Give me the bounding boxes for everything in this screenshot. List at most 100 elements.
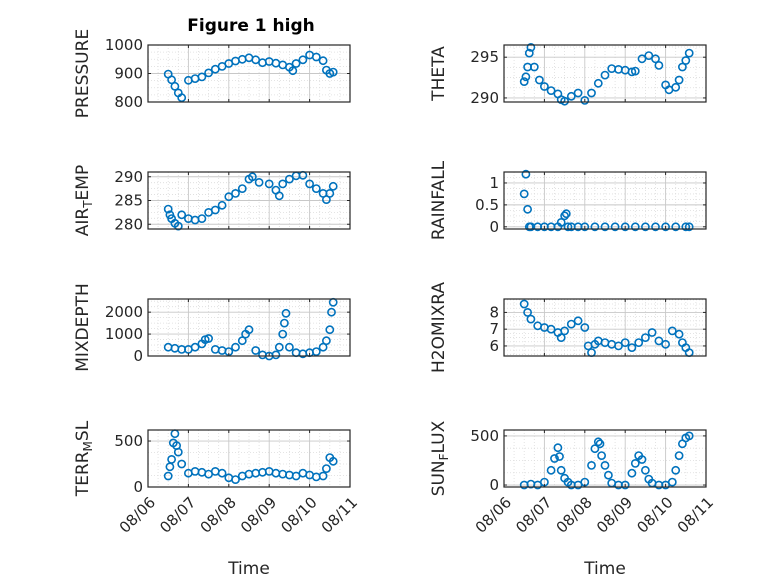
data-point <box>325 325 335 335</box>
y-label-main: PRESSURE <box>73 29 93 118</box>
data-point <box>281 308 291 318</box>
y-axis-label: TERRMSL <box>73 420 95 497</box>
data-point <box>641 333 650 342</box>
data-point <box>661 222 670 232</box>
axes-box <box>503 298 707 357</box>
data-point <box>604 470 613 480</box>
subplot-theta: 290 295 THETA <box>429 43 707 107</box>
data-point <box>560 96 569 106</box>
data-point <box>321 464 331 473</box>
data-point <box>167 454 176 464</box>
data-point <box>587 88 596 98</box>
data-point <box>288 66 298 76</box>
data-point <box>661 339 670 349</box>
data-point <box>550 454 559 463</box>
data-point <box>573 88 583 98</box>
data-point <box>674 329 684 339</box>
data-point <box>521 169 531 179</box>
data-point <box>674 451 684 460</box>
data-point <box>540 82 549 91</box>
x-tick-label: 08/09 <box>593 493 636 536</box>
x-axis-label: Time <box>583 559 626 579</box>
data-point <box>580 96 590 105</box>
data-point <box>526 314 536 324</box>
data-point <box>328 67 338 77</box>
axes-box <box>503 171 707 230</box>
y-label-main: MIXDEPTH <box>73 283 93 372</box>
data-point <box>651 54 660 64</box>
data-point <box>298 55 308 65</box>
data-point <box>231 342 240 352</box>
data-point <box>647 328 657 337</box>
y-label-tail: SL <box>73 420 93 441</box>
data-point <box>526 43 536 52</box>
data-point <box>197 214 207 223</box>
data-point <box>519 77 529 86</box>
axes-box <box>503 44 707 103</box>
data-point <box>318 56 328 66</box>
y-tick-label: 1000 <box>105 325 143 343</box>
data-point <box>573 316 583 326</box>
data-point <box>311 52 321 62</box>
data-point <box>630 222 640 232</box>
subplot-h2omixra: 678 H2OMIXRA <box>429 282 707 373</box>
axes-box <box>503 429 707 488</box>
data-point <box>560 326 569 336</box>
data-point <box>279 318 289 328</box>
data-point <box>560 211 569 221</box>
data-point <box>654 61 664 70</box>
data-point <box>600 460 610 470</box>
data-point <box>651 222 660 232</box>
data-point <box>654 336 664 346</box>
data-point <box>681 56 691 65</box>
y-tick-label: 0 <box>489 476 499 494</box>
x-tick-label: 08/11 <box>318 493 361 536</box>
y-tick-label: 2000 <box>105 303 143 321</box>
data-point <box>671 222 681 232</box>
data-point <box>519 189 529 199</box>
y-tick-label: 285 <box>114 192 143 210</box>
data-point <box>641 465 650 475</box>
data-point <box>553 443 563 453</box>
data-point <box>590 444 600 454</box>
data-point <box>620 222 630 232</box>
data-point <box>163 471 173 481</box>
data-point <box>217 468 227 478</box>
data-point <box>264 179 274 189</box>
data-point <box>637 54 647 64</box>
data-point <box>327 307 336 317</box>
x-tick-label: 08/08 <box>553 493 596 536</box>
y-tick-label: 8 <box>489 303 499 321</box>
data-point <box>523 204 532 214</box>
y-tick-label: 0 <box>133 347 143 365</box>
x-tick-label: 08/07 <box>512 493 555 536</box>
data-point <box>163 204 173 214</box>
x-tick-label: 08/06 <box>472 493 515 536</box>
data-point <box>587 460 596 470</box>
y-tick-label: 1000 <box>105 36 143 54</box>
data-point <box>593 437 603 447</box>
data-point <box>630 458 640 468</box>
data-point <box>674 75 684 85</box>
data-point <box>210 205 220 215</box>
data-point <box>535 75 544 85</box>
data-point <box>274 191 284 201</box>
data-point <box>684 48 694 58</box>
data-point <box>556 217 566 227</box>
y-label-main: H2OMIXRA <box>429 282 449 373</box>
data-point <box>620 338 630 347</box>
data-point <box>318 471 328 481</box>
data-point <box>556 333 566 342</box>
data-point <box>597 451 606 460</box>
subplot-pressure: 800 900 1000 PRESSURE <box>73 29 351 118</box>
data-point <box>177 459 187 469</box>
data-point <box>600 70 610 80</box>
data-point <box>546 465 556 475</box>
data-point <box>521 72 531 82</box>
data-point <box>563 222 573 232</box>
y-axis-label: H2OMIXRA <box>429 282 449 373</box>
data-point <box>278 179 288 189</box>
data-point <box>667 477 677 487</box>
y-axis-label: PRESSURE <box>73 29 93 118</box>
